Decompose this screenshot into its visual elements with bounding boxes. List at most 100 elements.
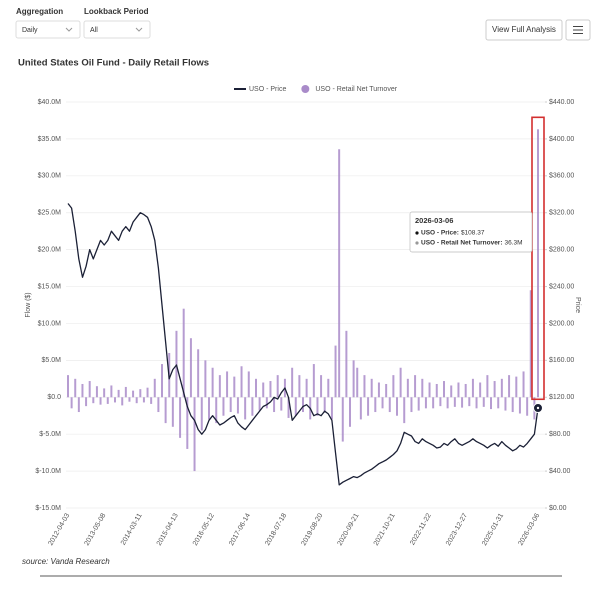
- y2-axis-title: Price: [574, 297, 581, 313]
- bar: [464, 383, 467, 398]
- chart-title: United States Oil Fund - Daily Retail Fl…: [18, 58, 209, 69]
- bar: [338, 149, 341, 398]
- tooltip: [409, 211, 533, 253]
- bar: [240, 366, 243, 398]
- bar: [200, 397, 203, 431]
- bar: [193, 397, 196, 472]
- bar: [153, 378, 156, 398]
- y2-tick-label: $280.00: [549, 246, 574, 253]
- bar: [135, 397, 138, 404]
- bar: [74, 378, 77, 398]
- bar: [124, 386, 127, 398]
- tooltip-title: 2026-03-06: [415, 216, 453, 225]
- bar: [106, 397, 109, 404]
- hover-point-dot: [536, 406, 540, 410]
- bar: [450, 385, 453, 398]
- bar: [226, 371, 229, 398]
- source: source: Vanda Research: [22, 557, 110, 566]
- bar: [204, 360, 207, 398]
- bar: [255, 378, 257, 398]
- y-tick-label: $-5.0M: [39, 431, 61, 438]
- bar: [327, 378, 330, 398]
- bar: [222, 397, 225, 416]
- bar: [157, 397, 160, 413]
- bar: [471, 378, 474, 398]
- bar: [236, 397, 239, 414]
- legend-swatch: [301, 85, 310, 93]
- y-axis-title: Flow ($): [25, 292, 32, 317]
- bar: [334, 345, 337, 398]
- bar: [215, 397, 218, 424]
- bar: [312, 364, 315, 398]
- bar: [486, 375, 489, 398]
- bar: [475, 397, 478, 409]
- tooltip-value: $108.37: [461, 230, 485, 237]
- bar: [367, 397, 370, 416]
- bar: [421, 378, 424, 398]
- y2-tick-label: $120.00: [549, 394, 574, 401]
- dropdown[interactable]: [83, 20, 151, 39]
- y2-tick-label: $440.00: [549, 99, 574, 106]
- highlight-box: [531, 116, 545, 401]
- bar: [280, 397, 283, 411]
- bar: [81, 383, 84, 398]
- bar: [179, 397, 182, 438]
- bar: [320, 375, 323, 398]
- y-tick-label: $-10.0M: [35, 468, 61, 475]
- bar: [294, 397, 297, 416]
- bar: [482, 397, 485, 407]
- bar: [70, 397, 73, 409]
- bar: [269, 381, 272, 398]
- bar: [164, 397, 167, 424]
- bar: [150, 397, 153, 404]
- bar: [229, 397, 232, 413]
- bar: [117, 389, 120, 398]
- bar: [432, 397, 435, 409]
- bar: [85, 397, 88, 407]
- bar: [374, 397, 377, 413]
- bar: [406, 378, 409, 398]
- y2-tick-label: $200.00: [549, 320, 574, 327]
- menu-icon: [573, 26, 583, 34]
- legend-label: USO - Retail Net Turnover: [315, 86, 397, 93]
- bar: [287, 397, 290, 418]
- bar: [233, 376, 236, 398]
- legend-label: USO - Price: [249, 86, 286, 93]
- bar: [403, 397, 406, 424]
- bar: [518, 397, 521, 414]
- bar: [316, 397, 319, 416]
- bar: [218, 375, 221, 398]
- bar: [414, 375, 417, 398]
- bar: [121, 397, 124, 406]
- bar: [128, 397, 131, 402]
- bar: [392, 375, 395, 398]
- chevron: [135, 27, 143, 32]
- y-tick-label: $30.0M: [38, 173, 62, 180]
- bar: [453, 397, 456, 407]
- bar: [511, 397, 514, 413]
- bar: [385, 383, 388, 398]
- tooltip-label: USO - Retail Net Turnover:: [421, 240, 503, 247]
- bar: [377, 382, 380, 398]
- bar: [352, 360, 355, 398]
- tooltip-bullet: [415, 241, 419, 245]
- bar: [428, 382, 431, 398]
- y2-tick-label: $240.00: [549, 283, 574, 290]
- bar: [330, 397, 333, 420]
- bar: [363, 375, 366, 398]
- bar: [497, 397, 500, 409]
- button[interactable]: [485, 19, 563, 41]
- bar: [443, 381, 445, 398]
- bar: [490, 397, 492, 410]
- bar: [251, 397, 254, 416]
- bar: [211, 367, 214, 398]
- bar: [508, 375, 511, 398]
- bar: [446, 397, 449, 409]
- bar: [182, 308, 185, 398]
- dropdown[interactable]: [15, 20, 81, 39]
- tooltip-label: USO - Price:: [421, 230, 459, 237]
- bar: [114, 397, 116, 403]
- y-tick-label: $10.0M: [38, 320, 62, 327]
- bar: [208, 397, 210, 420]
- bar: [161, 364, 163, 398]
